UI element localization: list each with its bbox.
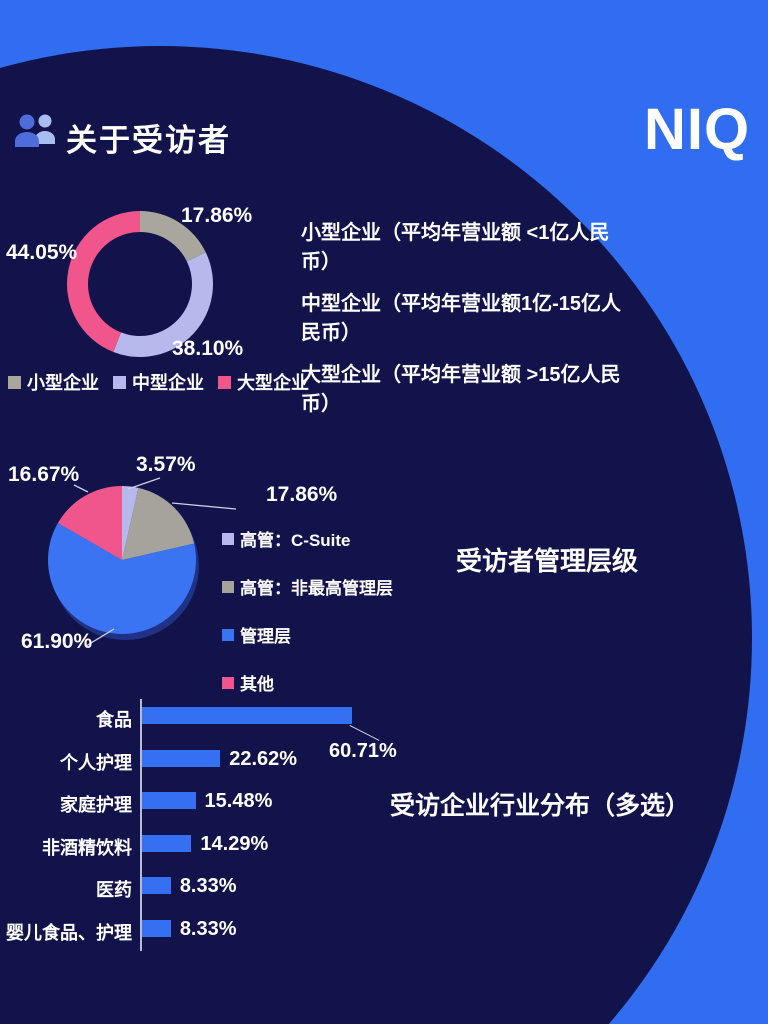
legend-swatch xyxy=(222,676,234,689)
legend-label: 高管：非最高管理层 xyxy=(240,579,393,598)
legend-label: 高管：C-Suite xyxy=(240,531,351,550)
bar xyxy=(142,749,221,767)
legend-item: 大型企业 xyxy=(218,369,309,395)
donut-label: 44.05% xyxy=(6,241,78,264)
pie-chart xyxy=(47,477,237,647)
bar-value-label: 60.71% xyxy=(329,740,397,762)
legend-item: 高管：非最高管理层 xyxy=(222,574,393,599)
legend-item: 高管：C-Suite xyxy=(222,526,393,551)
legend-item: 中型企业 xyxy=(113,369,204,395)
bar-category-label: 食品 xyxy=(96,710,132,730)
pie-slice xyxy=(122,486,139,560)
legend-label: 中型企业 xyxy=(132,373,204,393)
donut-slice xyxy=(67,211,140,352)
bar-category-label: 婴儿食品、护理 xyxy=(6,923,132,943)
pie-legend: 高管：C-Suite 高管：非最高管理层 管理层 其他 xyxy=(222,526,393,718)
bar-value-label: 22.62% xyxy=(229,747,298,770)
bar xyxy=(142,707,352,724)
legend-swatch xyxy=(222,580,234,593)
niq-logo: NIQ xyxy=(644,97,751,162)
pie-chart-title: 受访者管理层级 xyxy=(456,546,639,576)
donut-legend: 小型企业 中型企业 大型企业 xyxy=(8,369,309,395)
bar-chart: 食品 60.71% 个人护理 22.62% 家庭护理 15.48% 非酒精饮料 14.29% 医… xyxy=(0,695,768,965)
donut-chart xyxy=(67,211,213,357)
page-title: 关于受访者 xyxy=(66,123,231,158)
donut-label: 17.86% xyxy=(181,204,253,227)
pie-label: 17.86% xyxy=(266,483,338,506)
people-icon xyxy=(15,114,55,147)
bar xyxy=(142,877,171,895)
legend-item: 小型企业 xyxy=(8,369,99,395)
bar xyxy=(142,920,171,937)
legend-item: 其他 xyxy=(222,670,393,695)
legend-label: 小型企业 xyxy=(27,373,99,393)
legend-swatch xyxy=(218,375,231,389)
legend-swatch xyxy=(113,375,126,389)
bar-axis xyxy=(140,699,142,951)
bar xyxy=(142,834,192,852)
pie-label: 16.67% xyxy=(8,463,80,486)
company-size-descriptions: 小型企业（平均年营业额 <1亿人民币） 中型企业（平均年营业额1亿-15亿人民币… xyxy=(301,219,639,432)
pie-label: 61.90% xyxy=(21,630,93,653)
bar-value-label: 14.29% xyxy=(200,832,269,855)
donut-slice xyxy=(140,211,206,262)
legend-swatch xyxy=(222,532,234,545)
pie-slice xyxy=(47,523,197,634)
bar-category-label: 医药 xyxy=(96,880,132,901)
legend-label: 其他 xyxy=(240,675,274,694)
bar-category-label: 家庭护理 xyxy=(60,795,132,816)
pie-leader-line xyxy=(85,628,115,647)
donut-label: 38.10% xyxy=(172,337,244,360)
pie-leader-line xyxy=(171,502,237,510)
bar-chart-title: 受访企业行业分布（多选） xyxy=(390,792,691,820)
legend-item: 管理层 xyxy=(222,622,393,647)
pie-label: 3.57% xyxy=(136,453,196,476)
bar-leader-line xyxy=(349,725,380,741)
legend-swatch xyxy=(8,375,21,389)
bar-value-label: 8.33% xyxy=(179,875,237,898)
pie-slice xyxy=(57,486,122,560)
bar-category-label: 非酒精饮料 xyxy=(42,837,132,858)
legend-swatch xyxy=(222,628,234,641)
pie-slice xyxy=(122,487,195,560)
bar-value-label: 15.48% xyxy=(204,790,273,813)
pie-leader-line xyxy=(127,477,161,490)
bar-value-label: 8.33% xyxy=(179,918,237,940)
donut-slice xyxy=(113,252,213,357)
legend-label: 大型企业 xyxy=(237,373,309,393)
company-size-description: 大型企业（平均年营业额 >15亿人民币） xyxy=(301,364,621,415)
company-size-description: 中型企业（平均年营业额1亿-15亿人民币） xyxy=(301,293,622,344)
company-size-description: 小型企业（平均年营业额 <1亿人民币） xyxy=(301,222,610,273)
bar xyxy=(142,792,196,810)
legend-label: 管理层 xyxy=(240,627,291,646)
pie-leader-line xyxy=(73,484,89,493)
bar-category-label: 个人护理 xyxy=(60,752,132,773)
